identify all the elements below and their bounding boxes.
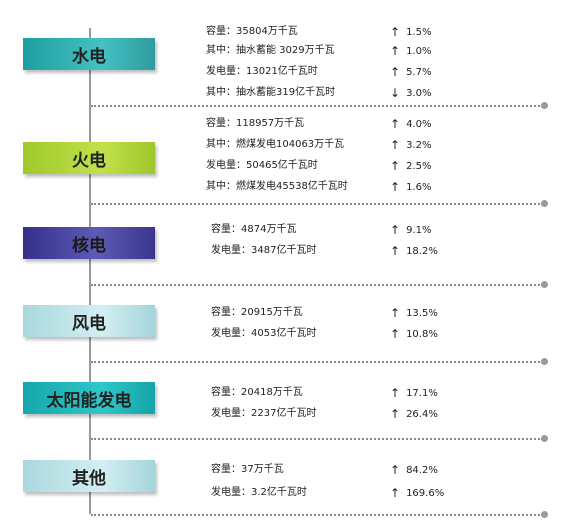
row-value: ↑ 2.5% [390,160,450,173]
section-divider [91,284,543,286]
row-value: ↑ 13.5% [390,307,450,320]
divider-endpoint [541,435,548,442]
row-label: 其中：抽水蓄能319亿千瓦时 [206,87,336,98]
section-divider [91,514,543,516]
row-label: 容量：118957万千瓦 [206,118,305,129]
row-label: 其中：抽水蓄能 3029万千瓦 [206,45,335,56]
change-value: 2.5% [406,161,432,172]
change-value: 84.2% [406,465,438,476]
row-value: ↑ 18.2% [390,245,450,258]
change-value: 26.4% [406,409,438,420]
badge-label: 水电 [72,46,106,67]
badge-label: 火电 [72,150,106,171]
arrow-down-icon: ↓ [390,86,401,100]
row-value: ↑ 5.7% [390,66,450,79]
change-value: 5.7% [406,67,432,78]
arrow-up-icon: ↑ [390,44,401,58]
arrow-up-icon: ↑ [390,306,401,320]
badge-label: 太阳能发电 [46,390,132,411]
divider-endpoint [541,281,548,288]
row-value: ↑ 84.2% [390,464,450,477]
section-divider [91,361,543,363]
arrow-up-icon: ↑ [390,117,401,131]
badge-label: 其他 [72,468,106,489]
divider-endpoint [541,511,548,518]
row-value: ↑ 17.1% [390,387,450,400]
row-label: 容量：20915万千瓦 [211,307,303,318]
change-value: 10.8% [406,329,438,340]
divider-endpoint [541,102,548,109]
row-value: ↑ 1.0% [390,45,450,58]
arrow-up-icon: ↑ [390,138,401,152]
row-value: ↓ 3.0% [390,87,450,100]
row-label: 发电量：3.2亿千瓦时 [211,487,307,498]
row-label: 容量：37万千瓦 [211,464,284,475]
divider-endpoint [541,200,548,207]
badge-other: 其他 [23,460,155,492]
row-value: ↑ 1.6% [390,181,450,194]
row-label: 发电量：3487亿千瓦时 [211,245,317,256]
badge-label: 核电 [72,235,106,256]
arrow-up-icon: ↑ [390,463,401,477]
row-label: 发电量：50465亿千瓦时 [206,160,318,171]
arrow-up-icon: ↑ [390,223,401,237]
row-value: ↑ 10.8% [390,328,450,341]
badge-wind: 风电 [23,305,155,337]
section-divider [91,438,543,440]
change-value: 1.0% [406,46,432,57]
arrow-up-icon: ↑ [390,407,401,421]
row-value: ↑ 3.2% [390,139,450,152]
change-value: 18.2% [406,246,438,257]
row-label: 容量：4874万千瓦 [211,224,297,235]
row-label: 其中：燃煤发电104063万千瓦 [206,139,345,150]
divider-endpoint [541,358,548,365]
badge-thermal: 火电 [23,142,155,174]
row-value: ↑ 169.6% [390,487,450,500]
arrow-up-icon: ↑ [390,180,401,194]
arrow-up-icon: ↑ [390,65,401,79]
section-divider [91,105,543,107]
badge-nuclear: 核电 [23,227,155,259]
row-label: 发电量：13021亿千瓦时 [206,66,318,77]
change-value: 17.1% [406,388,438,399]
timeline-line [89,28,91,514]
change-value: 9.1% [406,225,432,236]
row-value: ↑ 4.0% [390,118,450,131]
change-value: 3.0% [406,88,432,99]
row-value: ↑ 26.4% [390,408,450,421]
arrow-up-icon: ↑ [390,25,401,39]
row-label: 其中：燃煤发电45538亿千瓦时 [206,181,348,192]
section-divider [91,203,543,205]
arrow-up-icon: ↑ [390,486,401,500]
badge-label: 风电 [72,313,106,334]
arrow-up-icon: ↑ [390,386,401,400]
row-label: 发电量：4053亿千瓦时 [211,328,317,339]
arrow-up-icon: ↑ [390,244,401,258]
arrow-up-icon: ↑ [390,327,401,341]
change-value: 4.0% [406,119,432,130]
badge-hydro: 水电 [23,38,155,70]
change-value: 1.5% [406,27,432,38]
row-label: 发电量：2237亿千瓦时 [211,408,317,419]
row-label: 容量：35804万千瓦 [206,26,298,37]
change-value: 13.5% [406,308,438,319]
row-value: ↑ 1.5% [390,26,450,39]
row-label: 容量：20418万千瓦 [211,387,303,398]
arrow-up-icon: ↑ [390,159,401,173]
change-value: 1.6% [406,182,432,193]
change-value: 169.6% [406,488,445,499]
badge-solar: 太阳能发电 [23,382,155,414]
row-value: ↑ 9.1% [390,224,450,237]
change-value: 3.2% [406,140,432,151]
